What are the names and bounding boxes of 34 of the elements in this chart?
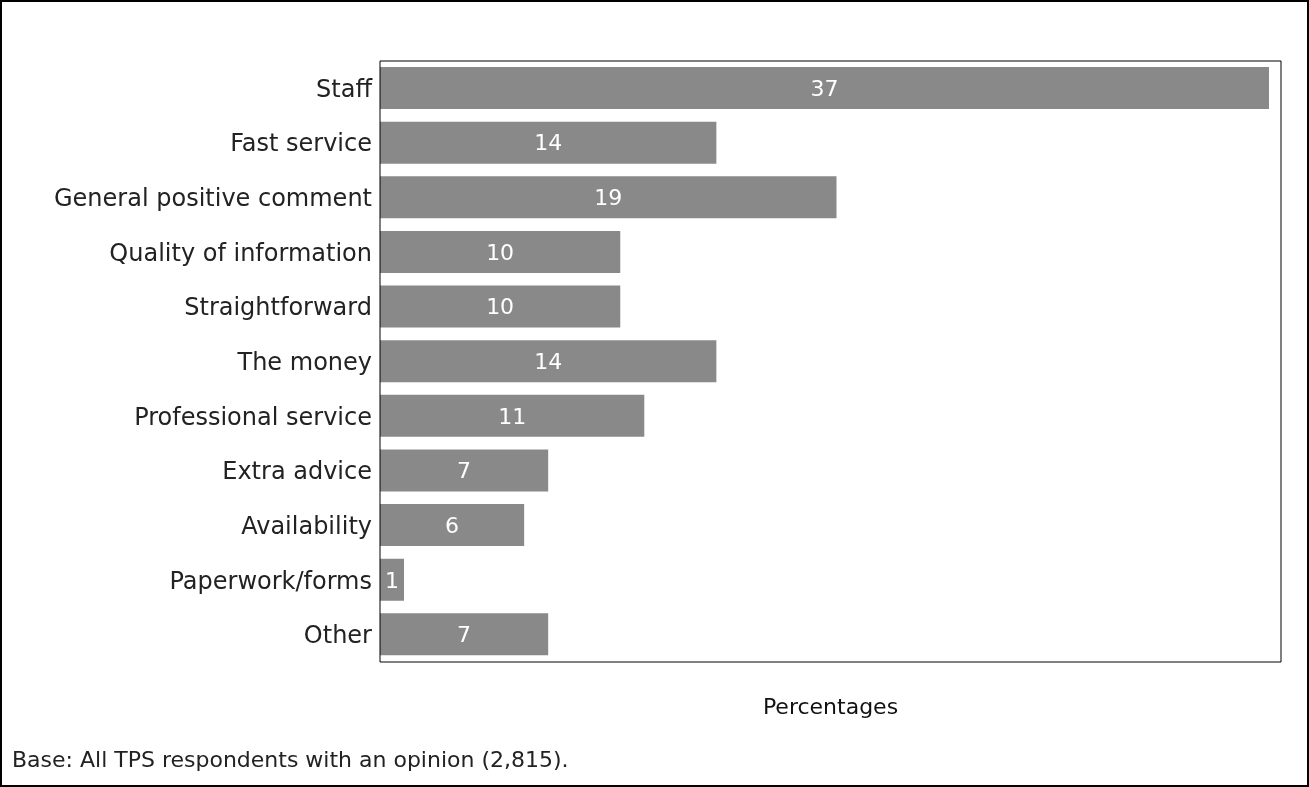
y-tick-label: General positive comment bbox=[54, 184, 372, 213]
y-tick-label: Staff bbox=[316, 74, 373, 103]
y-tick-label: Paperwork/forms bbox=[169, 566, 372, 595]
y-tick-label: The money bbox=[236, 348, 372, 377]
x-axis-title: Percentages bbox=[762, 694, 899, 719]
bar bbox=[380, 230, 621, 273]
bar bbox=[380, 394, 645, 437]
data-label: 37 bbox=[810, 75, 839, 101]
data-label: 10 bbox=[486, 239, 515, 265]
data-label: 11 bbox=[498, 403, 527, 429]
y-tick-label: Other bbox=[303, 621, 373, 650]
data-label: 6 bbox=[445, 512, 460, 538]
data-label: 14 bbox=[534, 130, 563, 156]
bar bbox=[380, 285, 621, 328]
bar bbox=[380, 504, 525, 547]
y-tick-label: Fast service bbox=[230, 129, 372, 158]
bar bbox=[380, 176, 837, 219]
y-tick-label: Straightforward bbox=[184, 293, 372, 322]
data-label: 10 bbox=[486, 294, 515, 320]
y-tick-label: Quality of information bbox=[109, 238, 372, 267]
bar bbox=[380, 67, 1269, 109]
text: Base: All TPS respondents with an opinion (2,815). bbox=[12, 747, 569, 772]
data-label: 19 bbox=[594, 185, 623, 211]
y-tick-label: Extra advice bbox=[222, 457, 372, 486]
y-tick-label: Professional service bbox=[134, 402, 372, 431]
data-label: 1 bbox=[385, 567, 400, 593]
y-tick-label: Availability bbox=[241, 511, 372, 540]
bar bbox=[380, 340, 717, 383]
bar bbox=[380, 613, 549, 656]
data-label: 7 bbox=[457, 622, 472, 648]
data-label: 14 bbox=[534, 348, 563, 374]
data-label: 7 bbox=[457, 458, 472, 484]
bar bbox=[380, 449, 549, 492]
bar bbox=[380, 121, 717, 164]
